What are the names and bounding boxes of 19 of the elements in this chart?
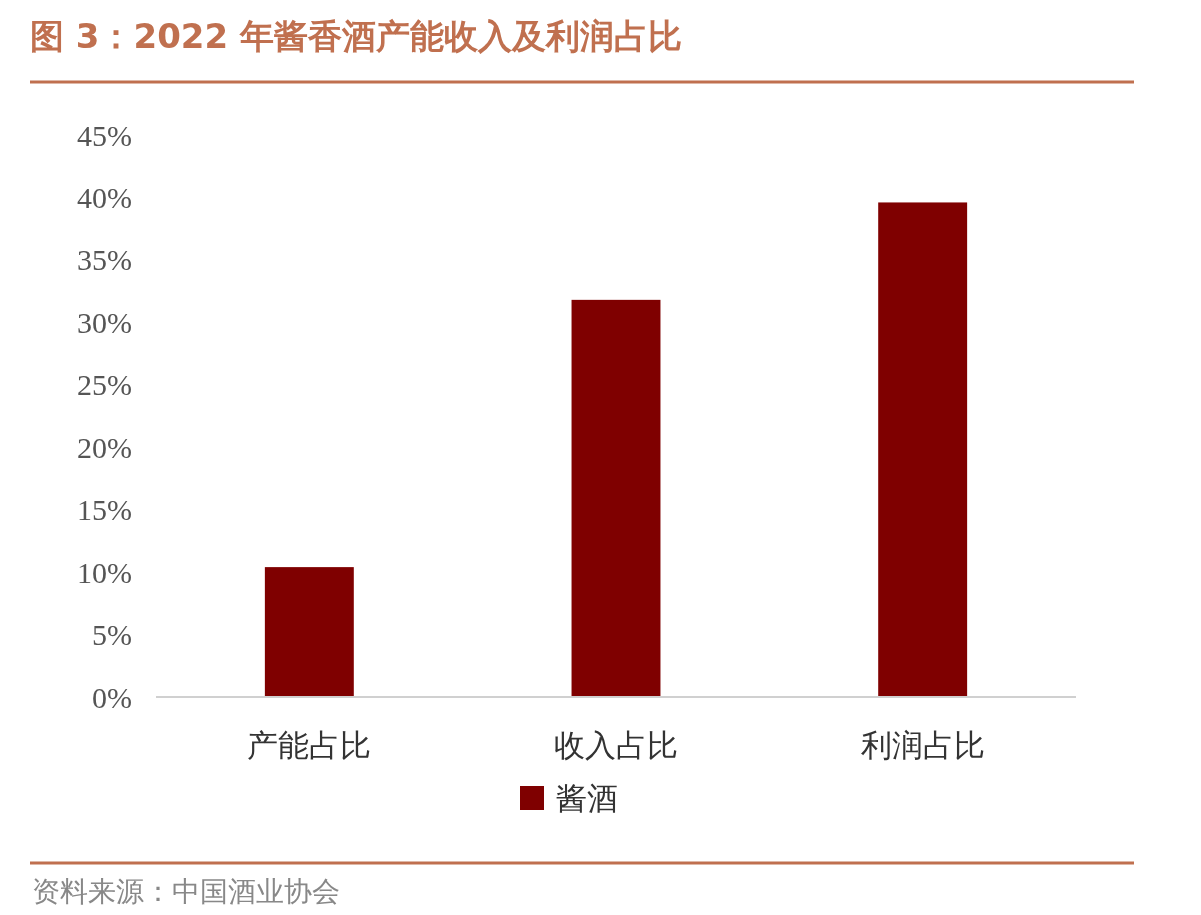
bar — [264, 567, 354, 697]
text: 资料来源：中国酒业协会 — [32, 875, 340, 908]
y-tick-label: 30% — [77, 305, 132, 339]
y-tick-label: 10% — [77, 555, 132, 589]
y-tick-label: 35% — [77, 243, 132, 277]
y-tick-label: 25% — [77, 368, 132, 402]
legend-label: 酱酒 — [556, 779, 618, 816]
x-tick-label: 产能占比 — [247, 727, 372, 763]
bar — [571, 299, 661, 697]
y-tick-label: 45% — [77, 118, 132, 152]
y-tick-label: 20% — [77, 430, 132, 464]
y-tick-label: 15% — [77, 493, 132, 527]
y-tick-label: 5% — [92, 618, 132, 652]
bar — [878, 202, 968, 697]
x-tick-label: 收入占比 — [554, 727, 678, 763]
y-tick-label: 0% — [92, 680, 132, 714]
y-tick-label: 40% — [77, 180, 132, 214]
x-tick-label: 利润占比 — [860, 727, 985, 763]
chart-title: 图 3：2022 年酱香酒产能收入及利润占比 — [30, 16, 682, 56]
